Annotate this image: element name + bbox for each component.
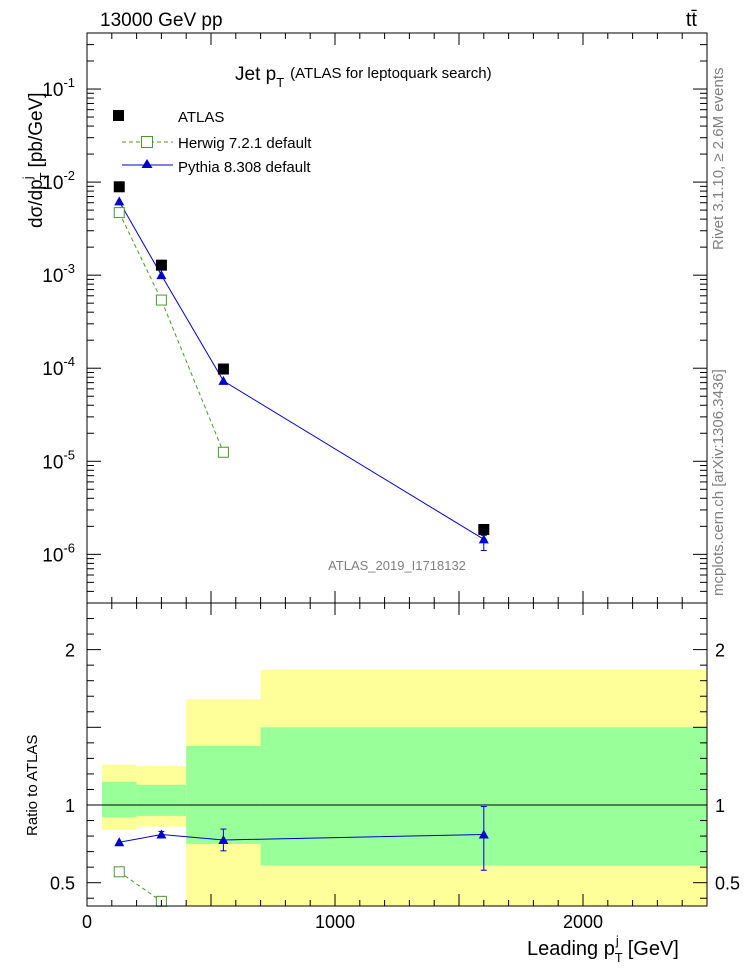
legend-pythia-label: Pythia 8.308 default (178, 159, 311, 176)
ratio-axis-ticks: 0 1000 2000 0.5 0.5 1 1 2 2 (50, 602, 740, 932)
tick-base: 10 (42, 266, 63, 287)
main-point-pythia (478, 534, 489, 544)
ratio-xlabel-sub: T (615, 950, 623, 965)
ratio-x-tick-label: 2000 (563, 912, 603, 932)
main-point-herwig (155, 294, 167, 306)
tick-exponent: -1 (63, 75, 75, 90)
ratio-y-tick-label-left: 0.5 (50, 874, 75, 894)
ratio-y-tick-label-right: 2 (715, 641, 725, 661)
legend-atlas-label: ATLAS (178, 109, 224, 126)
main-ylabel-main: dσ/dp (26, 179, 47, 228)
main-series-line-1 (118, 212, 224, 453)
main-point-atlas (217, 363, 229, 375)
chart-title-main: Jet p (235, 64, 276, 85)
main-series-line-2 (118, 201, 485, 540)
main-panel: 10-610-510-410-310-210-1 Jet pT(ATLAS fo… (20, 32, 708, 604)
tick-base: 10 (42, 80, 63, 101)
ratio-point-pythia (478, 829, 489, 839)
tick-exponent: -6 (63, 540, 75, 555)
tick-base: 10 (42, 359, 63, 380)
main-y-tick-label: 10-2 (42, 168, 75, 194)
ratio-bands (101, 669, 707, 906)
ratio-y-tick-label-left: 1 (65, 796, 75, 816)
main-axis-ticks: 10-610-510-410-310-210-1 (42, 32, 708, 604)
rivet-label: Rivet 3.1.10, ≥ 2.6M events (710, 68, 727, 251)
ratio-xlabel: Leading pj T [GeV] (527, 933, 679, 965)
tick-exponent: -2 (63, 168, 75, 183)
main-point-pythia (114, 196, 125, 206)
ratio-band-green (136, 784, 187, 816)
legend-herwig-label: Herwig 7.2.1 default (178, 135, 312, 152)
ratio-x-tick-label: 1000 (315, 912, 355, 932)
analysis-label: ATLAS_2019_I1718132 (328, 558, 466, 573)
ratio-xlabel-sup: j (615, 933, 619, 948)
ratio-band-green (101, 781, 137, 818)
chart-title-suffix: (ATLAS for leptoquark search) (290, 65, 491, 82)
main-marks (113, 181, 490, 551)
ratio-band-green (186, 745, 261, 844)
main-y-tick-label: 10-6 (42, 540, 75, 566)
tick-exponent: -4 (63, 354, 75, 369)
main-ylabel-sub: T (37, 172, 52, 180)
ratio-xlabel-main: Leading p (527, 938, 615, 960)
legend-atlas-marker (113, 110, 124, 121)
main-point-pythia (156, 270, 167, 280)
main-point-pythia (218, 375, 229, 385)
main-point-herwig (217, 446, 229, 458)
ratio-point-pythia (218, 834, 229, 844)
ratio-series-line-0 (118, 871, 162, 902)
chart-title: Jet pT (ATLAS for leptoquark search) (235, 64, 492, 90)
chart-title-sub: T (276, 75, 284, 90)
process-label: tt̄ (686, 9, 698, 31)
main-ylabel-sup: j (20, 176, 35, 180)
main-point-atlas (155, 259, 167, 271)
mcplots-label: mcplots.cern.ch [arXiv:1306.3436] (710, 369, 727, 596)
ratio-y-tick-label-right: 1 (715, 796, 725, 816)
ratio-point-herwig (113, 866, 125, 878)
ratio-panel: 0 1000 2000 0.5 0.5 1 1 2 2 Ratio to ATLAS Leadi… (24, 602, 740, 965)
main-y-tick-label: 10-1 (42, 75, 75, 101)
ratio-frame (86, 602, 708, 907)
energy-label: 13000 GeV pp (100, 10, 223, 31)
ratio-xlabel-suffix: [GeV] (628, 938, 679, 960)
main-y-tick-label: 10-3 (42, 261, 75, 287)
tick-base: 10 (42, 452, 63, 473)
main-y-tick-label: 10-5 (42, 447, 75, 473)
main-ylabel-suffix: [pb/GeV] (26, 92, 47, 167)
main-point-herwig (113, 207, 125, 219)
ratio-point-pythia (114, 837, 125, 847)
main-ylabel: dσ/dpj T [pb/GeV] (20, 92, 52, 228)
main-point-atlas (478, 523, 490, 535)
ratio-point-pythia (156, 829, 167, 839)
tick-base: 10 (42, 173, 63, 194)
ratio-y-tick-label-right: 0.5 (715, 874, 740, 894)
main-y-tick-label: 10-4 (42, 354, 75, 380)
legend-herwig-marker (141, 136, 153, 148)
tick-exponent: -3 (63, 261, 75, 276)
legend-pythia-marker (141, 159, 153, 168)
ratio-y-tick-label-left: 2 (65, 641, 75, 661)
legend: ATLAS Herwig 7.2.1 default Pythia 8.308 … (113, 109, 312, 176)
ratio-x-tick-label: 0 (82, 912, 92, 932)
ratio-series-line-1 (119, 834, 484, 843)
tick-exponent: -5 (63, 447, 75, 462)
tick-base: 10 (42, 545, 63, 566)
main-point-atlas (113, 181, 125, 193)
ratio-ylabel: Ratio to ATLAS (24, 735, 41, 836)
